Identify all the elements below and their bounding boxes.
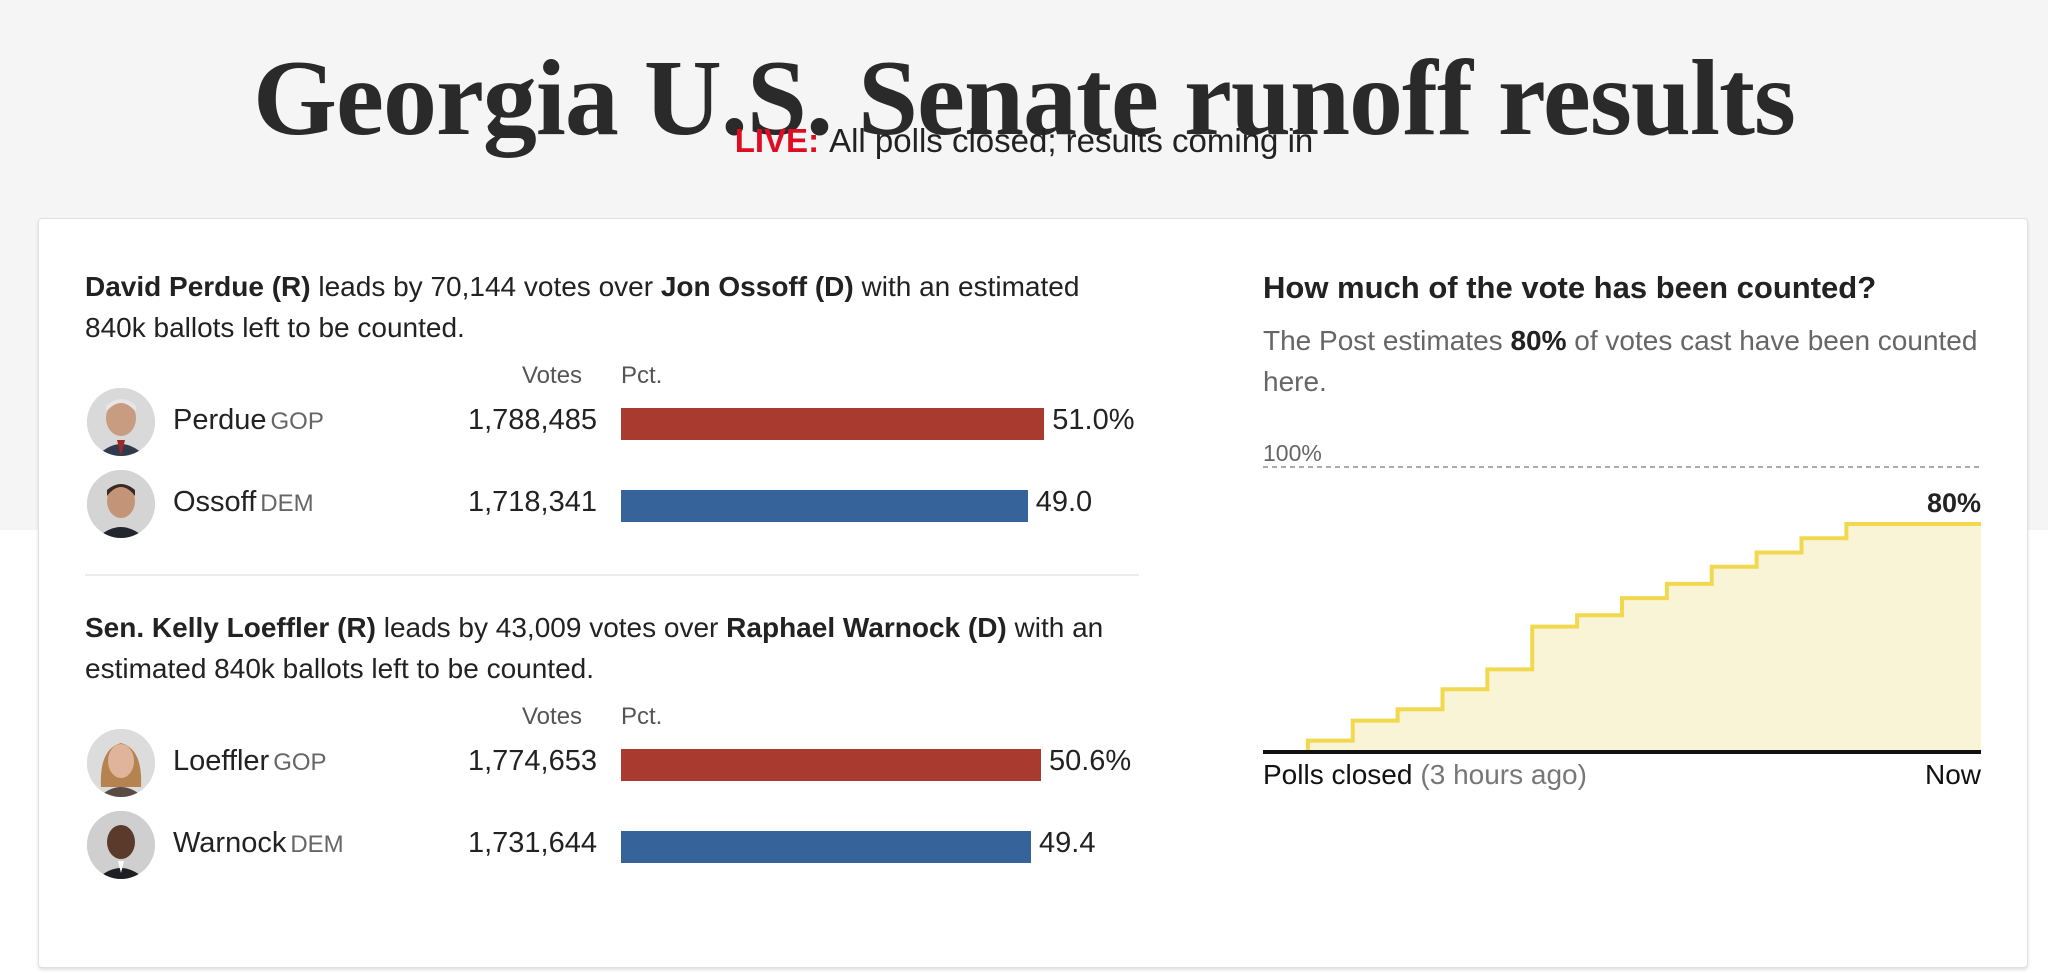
candidate-avatar: [87, 470, 155, 538]
vote-share-label: 50.6%: [1048, 745, 1132, 777]
candidate-name: Warnock DEM: [173, 827, 344, 859]
race-lead-text: leads by 70,144 votes over: [318, 271, 654, 302]
race-summary: Sen. Kelly Loeffler (R) leads by 43,009 …: [85, 607, 1145, 689]
race-loeffler-warnock: Sen. Kelly Loeffler (R) leads by 43,009 …: [85, 607, 1145, 879]
race-remaining-text: with an estimated 840k ballots left to b…: [85, 271, 1080, 343]
vote-share-label: 51.0%: [1052, 404, 1135, 436]
candidate-party: GOP: [270, 408, 324, 435]
candidate-votes: 1,718,341: [467, 486, 597, 518]
x-start-label: Polls closed (3 hours ago): [1263, 759, 1587, 790]
counted-line: [1263, 522, 1981, 754]
vote-share-bar: [621, 408, 1045, 440]
race-perdue-ossoff: David Perdue (R) leads by 70,144 votes o…: [85, 266, 1145, 538]
candidate-row-loeffler: Loeffler GOP 1,774,653 50.6%: [85, 729, 1145, 801]
counted-title: How much of the vote has been counted?: [1263, 270, 1877, 305]
candidate-name: Loeffler GOP: [173, 745, 327, 777]
vote-share-label: 49.4: [1039, 827, 1096, 859]
race-remaining-text: with an estimated 840k ballots left to b…: [85, 612, 1104, 684]
candidate-party: DEM: [290, 831, 344, 858]
counted-area: [1263, 524, 1981, 752]
vote-share-label: 49.0: [1035, 486, 1093, 518]
candidate-name: Perdue GOP: [173, 404, 324, 436]
live-label: LIVE:: [734, 122, 820, 159]
candidate-votes: 1,774,653: [467, 745, 597, 777]
race-lead-text: leads by 43,009 votes over: [383, 612, 719, 643]
votes-counted-chart: 100% 80% Polls closed (3 hours ago) Now: [1263, 440, 1982, 790]
race-trailer: Jon Ossoff (D): [660, 271, 854, 302]
race-leader: Sen. Kelly Loeffler (R): [85, 612, 376, 643]
candidate-votes: 1,788,485: [467, 404, 597, 436]
live-status: LIVE: All polls closed; results coming in: [0, 122, 2048, 160]
candidate-avatar: [87, 729, 155, 797]
candidate-row-ossoff: Ossoff DEM 1,718,341 49.0: [85, 470, 1145, 542]
vote-share-bar: [621, 749, 1041, 781]
x-end-label: Now: [1925, 759, 1982, 790]
candidate-row-perdue: Perdue GOP 1,788,485 51.0%: [85, 388, 1145, 460]
current-value-label: 80%: [1927, 488, 1981, 518]
votes-counted-panel: How much of the vote has been counted? T…: [1263, 268, 1983, 402]
race-divider: [85, 574, 1139, 576]
counted-description: The Post estimates 80% of votes cast hav…: [1263, 325, 1978, 397]
vote-share-bar: [621, 490, 1028, 522]
page-title: Georgia U.S. Senate runoff results: [253, 39, 1796, 159]
votes-column-header: Votes: [522, 703, 583, 730]
candidate-party: DEM: [260, 490, 314, 517]
vote-share-bar: [621, 831, 1032, 863]
votes-column-header: Votes: [522, 362, 583, 389]
candidate-party: GOP: [273, 749, 327, 776]
reference-label: 100%: [1263, 440, 1322, 466]
candidate-avatar: [87, 388, 155, 456]
candidate-name: Ossoff DEM: [173, 486, 314, 518]
counted-percent: 80%: [1510, 325, 1567, 356]
candidate-votes: 1,731,644: [467, 827, 597, 859]
pct-column-header: Pct.: [621, 362, 663, 389]
candidate-avatar: [87, 811, 155, 879]
race-leader: David Perdue (R): [85, 271, 311, 302]
pct-column-header: Pct.: [621, 703, 663, 730]
race-trailer: Raphael Warnock (D): [726, 612, 1007, 643]
live-status-text: All polls closed; results coming in: [829, 122, 1314, 159]
candidate-row-warnock: Warnock DEM 1,731,644 49.4: [85, 811, 1145, 883]
race-summary: David Perdue (R) leads by 70,144 votes o…: [85, 266, 1145, 348]
